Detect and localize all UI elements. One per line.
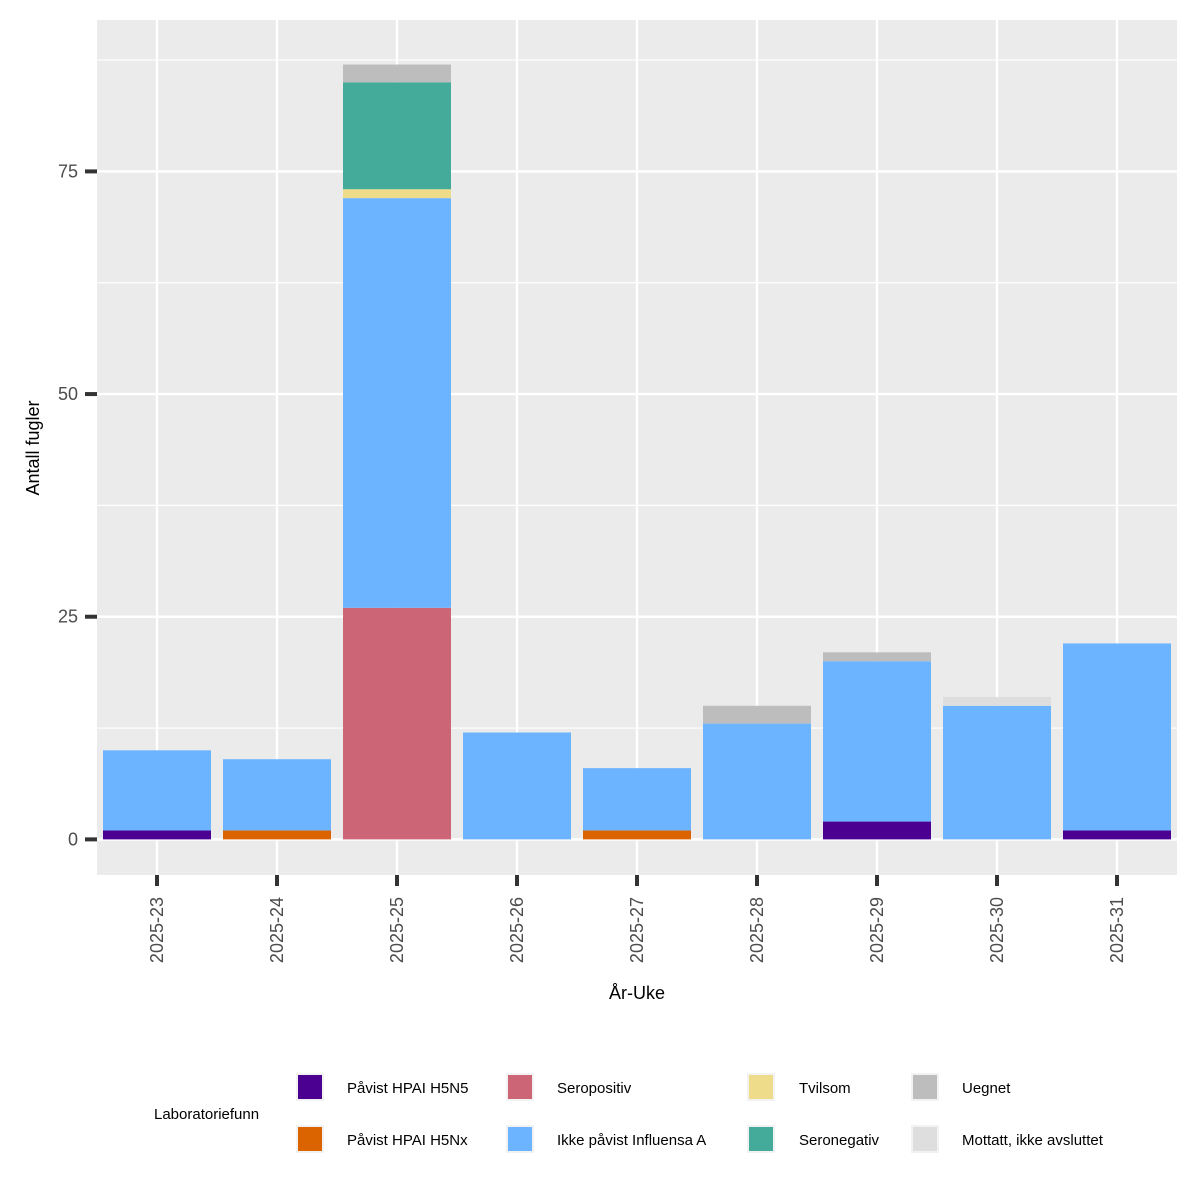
legend-swatch xyxy=(749,1075,773,1099)
bar-segment xyxy=(823,821,931,840)
bar-segment xyxy=(583,830,691,840)
legend-label: Seropositiv xyxy=(557,1080,632,1097)
legend-label: Uegnet xyxy=(962,1080,1011,1097)
bar-segment xyxy=(943,705,1051,840)
bar-segment xyxy=(1063,830,1171,840)
bar-segment xyxy=(463,732,571,840)
bars-group xyxy=(103,64,1171,840)
y-axis-title: Antall fugler xyxy=(23,400,43,495)
y-tick-label: 0 xyxy=(68,829,78,849)
legend-label: Tvilsom xyxy=(799,1080,851,1097)
y-tick-label: 25 xyxy=(58,607,78,627)
bar-segment xyxy=(343,64,451,83)
bar-segment xyxy=(943,696,1051,706)
bar-segment xyxy=(1063,643,1171,831)
legend-label: Påvist HPAI H5Nx xyxy=(347,1132,468,1149)
legend-label: Påvist HPAI H5N5 xyxy=(347,1080,468,1097)
y-tick-label: 50 xyxy=(58,384,78,404)
x-axis: 2025-23 2025-24 2025-25 2025-26 2025-27 2025-… xyxy=(147,875,1127,963)
bar-segment xyxy=(583,768,691,831)
x-tick-label: 2025-26 xyxy=(507,897,527,963)
legend-swatch xyxy=(749,1127,773,1151)
legend-label: Seronegativ xyxy=(799,1132,880,1149)
bar-segment xyxy=(103,830,211,840)
bar-segment xyxy=(223,759,331,831)
legend-swatch xyxy=(298,1075,322,1099)
legend-label: Mottatt, ikke avsluttet xyxy=(962,1132,1104,1149)
bar-segment xyxy=(103,750,211,831)
bar-segment xyxy=(823,661,931,822)
legend-swatch xyxy=(508,1127,532,1151)
legend-swatch xyxy=(508,1075,532,1099)
x-tick-label: 2025-27 xyxy=(627,897,647,963)
y-axis: 0 25 50 75 xyxy=(58,161,97,849)
x-tick-label: 2025-30 xyxy=(987,897,1007,963)
x-tick-label: 2025-25 xyxy=(387,897,407,963)
bar-segment xyxy=(703,723,811,840)
bar-segment xyxy=(703,705,811,724)
x-tick-label: 2025-29 xyxy=(867,897,887,963)
legend-swatch xyxy=(913,1127,937,1151)
bar-segment xyxy=(343,82,451,190)
bar-segment xyxy=(343,607,451,840)
x-tick-label: 2025-31 xyxy=(1107,897,1127,963)
x-axis-title: År-Uke xyxy=(609,983,665,1003)
bar-segment xyxy=(343,189,451,199)
x-tick-label: 2025-23 xyxy=(147,897,167,963)
y-tick-label: 75 xyxy=(58,161,78,181)
bar-segment xyxy=(223,830,331,840)
legend-swatch xyxy=(913,1075,937,1099)
x-tick-label: 2025-28 xyxy=(747,897,767,963)
legend: Laboratoriefunn Påvist HPAI H5N5 Påvist H… xyxy=(154,1073,1104,1153)
x-tick-label: 2025-24 xyxy=(267,897,287,963)
legend-swatch xyxy=(298,1127,322,1151)
legend-label: Ikke påvist Influensa A xyxy=(557,1132,706,1149)
bar-segment xyxy=(343,198,451,608)
legend-title: Laboratoriefunn xyxy=(154,1106,259,1123)
bar-segment xyxy=(823,652,931,662)
